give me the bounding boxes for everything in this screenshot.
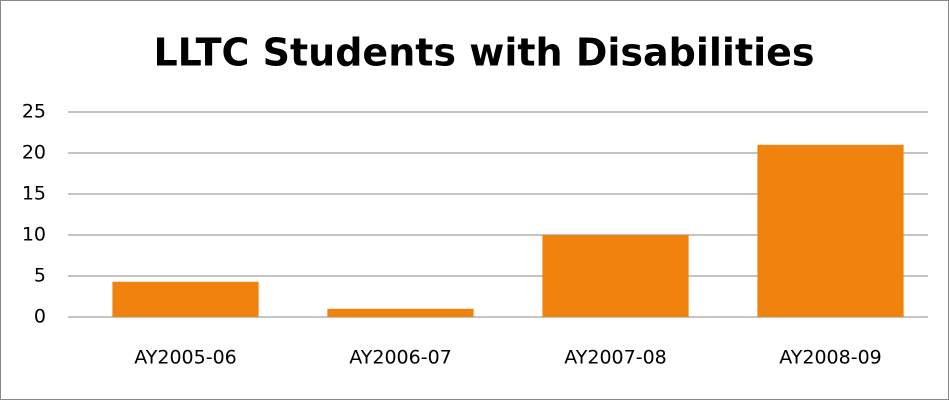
bar <box>112 281 259 317</box>
x-tick-label: AY2006-07 <box>349 347 452 369</box>
y-tick-label: 10 <box>22 224 46 246</box>
x-tick-label: AY2007-08 <box>564 347 667 369</box>
x-tick-label: AY2005-06 <box>134 347 237 369</box>
bar <box>757 144 904 317</box>
x-tick-label: AY2008-09 <box>779 347 882 369</box>
y-tick-label: 5 <box>34 265 46 287</box>
y-tick-label: 25 <box>22 101 46 123</box>
y-tick-label: 15 <box>22 183 46 205</box>
y-tick-label: 20 <box>22 142 46 164</box>
y-tick-label: 0 <box>34 306 46 328</box>
chart-title: LLTC Students with Disabilities <box>153 31 814 75</box>
bar <box>542 235 689 317</box>
bar <box>327 308 474 317</box>
